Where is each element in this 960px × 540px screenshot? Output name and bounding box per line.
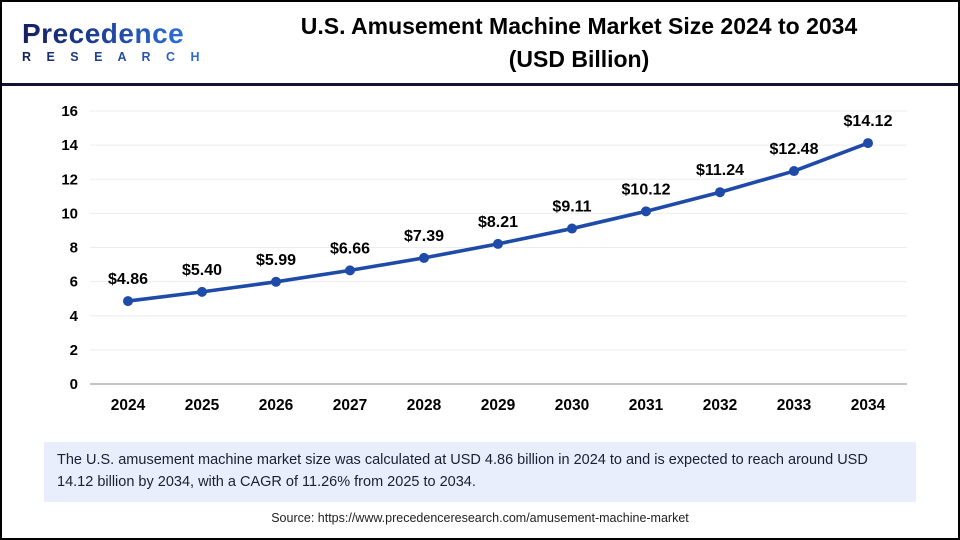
y-tick-label: 4 [70, 308, 79, 325]
x-tick-label: 2031 [629, 397, 664, 414]
y-tick-label: 16 [61, 103, 78, 120]
data-point-label: $14.12 [844, 113, 893, 130]
y-tick-label: 14 [61, 137, 78, 154]
y-tick-label: 6 [70, 274, 78, 291]
y-tick-label: 10 [61, 205, 78, 222]
chart-title: U.S. Amusement Machine Market Size 2024 … [220, 10, 946, 74]
summary-note-text: The U.S. amusement machine market size w… [57, 452, 868, 490]
x-tick-label: 2034 [851, 397, 886, 414]
data-point [641, 206, 651, 217]
data-point [789, 166, 799, 177]
y-tick-label: 0 [70, 376, 78, 393]
data-point [419, 252, 429, 263]
data-point-label: $11.24 [696, 162, 744, 179]
header: Precedence R E S E A R C H U.S. Amusemen… [2, 2, 958, 86]
data-point-label: $5.40 [182, 262, 222, 279]
data-point-label: $9.11 [552, 199, 591, 216]
x-tick-label: 2033 [777, 397, 812, 414]
x-tick-label: 2024 [111, 397, 146, 414]
data-point [123, 296, 133, 307]
chart-title-line2: (USD Billion) [508, 45, 650, 72]
data-point [863, 138, 873, 149]
data-point [493, 238, 503, 249]
chart-title-line1: U.S. Amusement Machine Market Size 2024 … [300, 13, 858, 40]
y-tick-label: 12 [61, 171, 78, 188]
x-tick-label: 2027 [333, 397, 367, 414]
precedence-logo: Precedence R E S E A R C H [14, 20, 220, 65]
source-text: Source: https://www.precedenceresearch.c… [271, 510, 689, 525]
line-chart: 0 2 4 6 8 10 12 14 16 $4.86 2024 $5.40 2025 $5.99 2026… [61, 103, 907, 414]
data-point-label: $10.12 [622, 181, 671, 198]
x-tick-label: 2030 [555, 397, 589, 414]
x-tick-label: 2025 [185, 397, 220, 414]
y-tick-label: 2 [70, 342, 78, 359]
logo-subtitle: R E S E A R C H [22, 50, 206, 64]
source-line: Source: https://www.precedenceresearch.c… [2, 511, 958, 525]
data-point [197, 286, 207, 297]
data-point [271, 276, 281, 287]
data-point-label: $12.48 [770, 141, 819, 158]
x-tick-label: 2032 [703, 397, 737, 414]
data-point [567, 223, 577, 234]
data-point-label: $6.66 [330, 240, 370, 257]
data-point-label: $5.99 [256, 252, 296, 269]
data-point-label: $8.21 [478, 214, 518, 231]
summary-note: The U.S. amusement machine market size w… [44, 442, 916, 502]
data-point-label: $4.86 [108, 271, 148, 288]
logo-wordmark: Precedence [22, 18, 185, 49]
x-tick-label: 2029 [481, 397, 516, 414]
x-tick-label: 2028 [407, 397, 442, 414]
data-point [345, 265, 355, 276]
data-point [715, 187, 725, 198]
x-tick-label: 2026 [259, 397, 294, 414]
y-tick-label: 8 [70, 240, 78, 257]
data-point-label: $7.39 [404, 228, 444, 245]
